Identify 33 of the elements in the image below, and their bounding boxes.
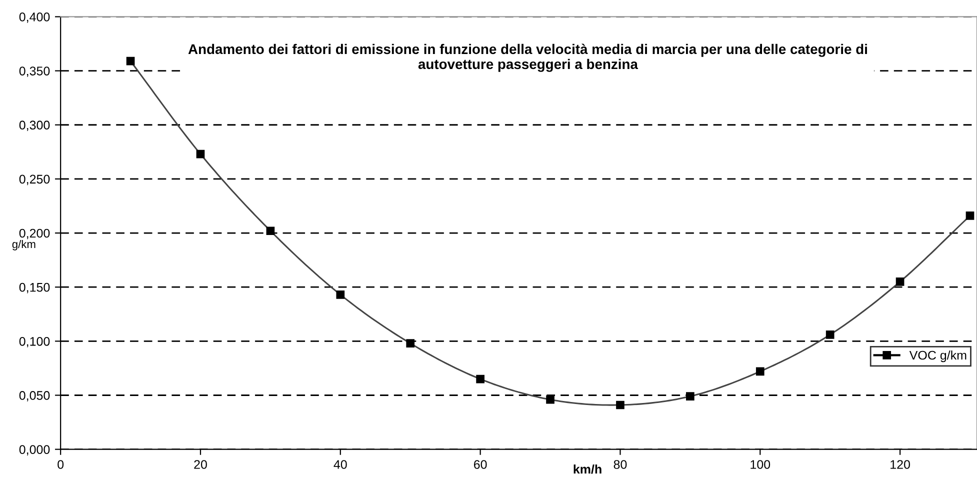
text: Andamento dei fattori di emissione in funzione della velocità media di marcia per una delle categorie di autovetture passeggeri a benzina: [188, 44, 867, 72]
point: [966, 212, 974, 220]
y-tick-label: 0,350: [19, 66, 50, 77]
point: [476, 374, 484, 384]
point: [616, 400, 624, 410]
x-tick-label: 40: [334, 460, 347, 469]
x-tick-label: 20: [194, 460, 207, 469]
point: [126, 56, 135, 66]
point: [266, 226, 275, 236]
y-tick-label: 0,400: [19, 12, 50, 23]
point: [196, 150, 205, 158]
point: [686, 392, 694, 400]
y-tick-label: 0,150: [19, 282, 50, 294]
point: [826, 330, 834, 339]
point: [336, 290, 345, 299]
x-tick-label: 60: [474, 460, 487, 469]
y-tick-label: 0,300: [19, 120, 50, 132]
y-tick-label: 0,000: [19, 445, 50, 456]
x-tick-label: 0: [58, 460, 64, 469]
point: [896, 278, 904, 286]
point: [756, 367, 764, 376]
point: [546, 395, 554, 404]
y-tick-label: 0,050: [19, 391, 50, 402]
y-tick-label: 0,250: [19, 174, 50, 186]
x-axis-title: km/h: [574, 464, 602, 474]
y-axis-title: g/km: [12, 240, 36, 250]
x-tick-label: 80: [614, 460, 627, 469]
y-tick-label: 0,100: [19, 336, 50, 348]
x-tick-label: 120: [890, 460, 910, 469]
y-tick-label: 0,200: [19, 228, 50, 240]
x-tick-label: 100: [750, 460, 770, 469]
point: [406, 339, 415, 348]
legend-label: VOC g/km: [909, 350, 966, 362]
